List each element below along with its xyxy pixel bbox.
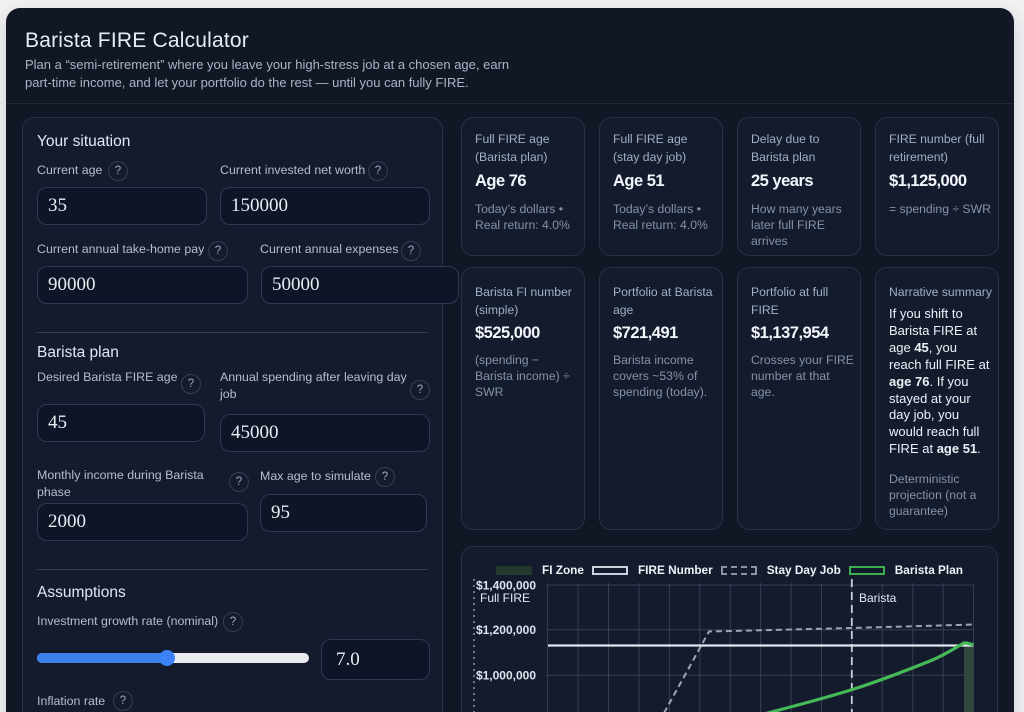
svg-text:Barista: Barista [859,591,897,605]
svg-text:Full FIRE: Full FIRE [480,591,530,605]
svg-text:$1,400,000: $1,400,000 [476,579,536,593]
svg-text:$1,200,000: $1,200,000 [476,623,536,637]
svg-text:$1,000,000: $1,000,000 [476,669,536,683]
